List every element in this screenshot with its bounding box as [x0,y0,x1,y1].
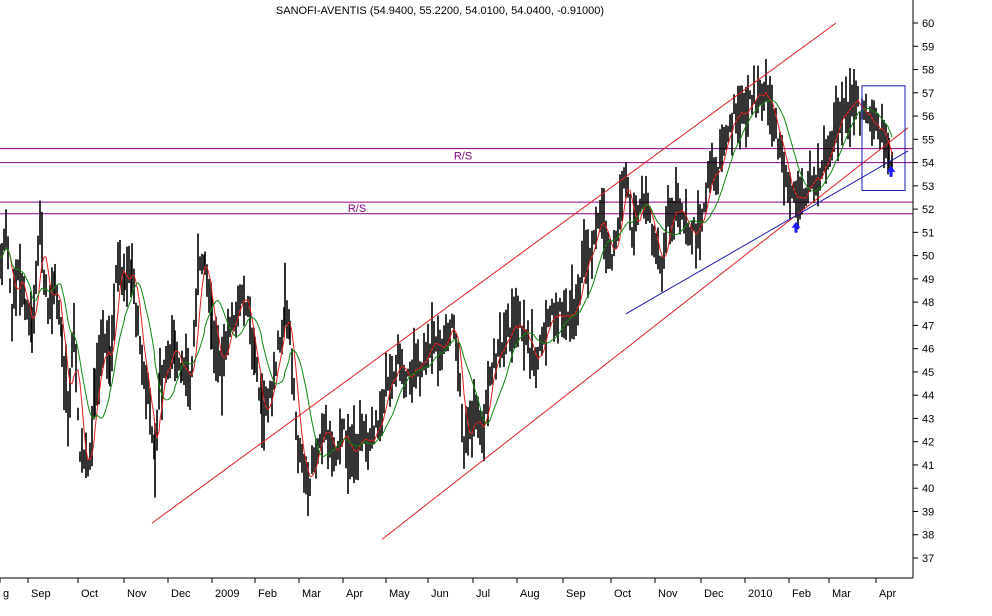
y-tick-label: 37 [922,553,934,565]
trend-line [625,150,909,315]
y-tick-label: 41 [922,460,934,472]
y-tick-label: 48 [922,297,934,309]
highlight-box [861,85,906,191]
y-tick-label: 39 [922,506,934,518]
y-tick-label: 43 [922,413,934,425]
x-tick-label: Mar [302,588,321,600]
x-tick-label: May [389,588,410,600]
x-tick-label: Oct [614,588,631,600]
x-tick-label: Apr [879,588,896,600]
chart-title: SANOFI-AVENTIS (54.9400, 55.2200, 54.010… [276,5,604,17]
y-tick-label: 40 [922,483,934,495]
x-tick-label: Dec [171,588,191,600]
x-tick-label: Jul [476,588,490,600]
y-tick-label: 59 [922,41,934,53]
x-tick-label: Apr [346,588,363,600]
x-tick-label: Jun [431,588,449,600]
x-tick-label: Dec [704,588,724,600]
axes-group: 37 38 39 40 41 42 43 44 45 46 47 48 49 50 51 52 53 54 55 56… [0,0,934,600]
annotations-group [791,85,906,233]
up-arrow-icon [886,165,896,177]
y-tick-label: 51 [922,227,934,239]
x-tick-label: Mar [832,588,851,600]
y-tick-label: 55 [922,134,934,146]
x-tick-label: Feb [792,588,811,600]
moving-average-short [0,91,893,478]
y-tick-label: 53 [922,181,934,193]
x-tick-label: 2010 [748,588,772,600]
y-tick-label: 50 [922,251,934,263]
moving-average-group [0,91,893,478]
y-tick-label: 44 [922,390,934,402]
trend-line [151,22,837,524]
x-tick-label: Aug [520,588,540,600]
rs-label: R/S [454,151,472,163]
y-tick-label: 38 [922,530,934,542]
x-tick-label: Feb [258,588,277,600]
rs-lines-group: R/S R/S [0,148,913,215]
x-tick-label: Sep [31,588,51,600]
y-tick-label: 56 [922,111,934,123]
y-tick-label: 45 [922,367,934,379]
rs-label: R/S [348,203,366,215]
moving-average-long [0,99,893,457]
y-tick-label: 58 [922,65,934,77]
trend-lines-group [151,22,909,540]
trend-line [381,127,909,540]
x-tick-label: Nov [658,588,678,600]
y-tick-label: 52 [922,204,934,216]
y-tick-label: 49 [922,274,934,286]
y-tick-label: 60 [922,18,934,30]
y-tick-label: 42 [922,437,934,449]
x-tick-label: Oct [81,588,98,600]
y-tick-label: 57 [922,88,934,100]
x-tick-label: g [3,588,9,600]
x-tick-label: Nov [127,588,147,600]
y-tick-label: 46 [922,344,934,356]
x-tick-label: Sep [566,588,586,600]
y-tick-label: 54 [922,158,934,170]
x-tick-label: 2009 [215,588,239,600]
up-arrow-icon [791,221,801,233]
y-tick-label: 47 [922,320,934,332]
